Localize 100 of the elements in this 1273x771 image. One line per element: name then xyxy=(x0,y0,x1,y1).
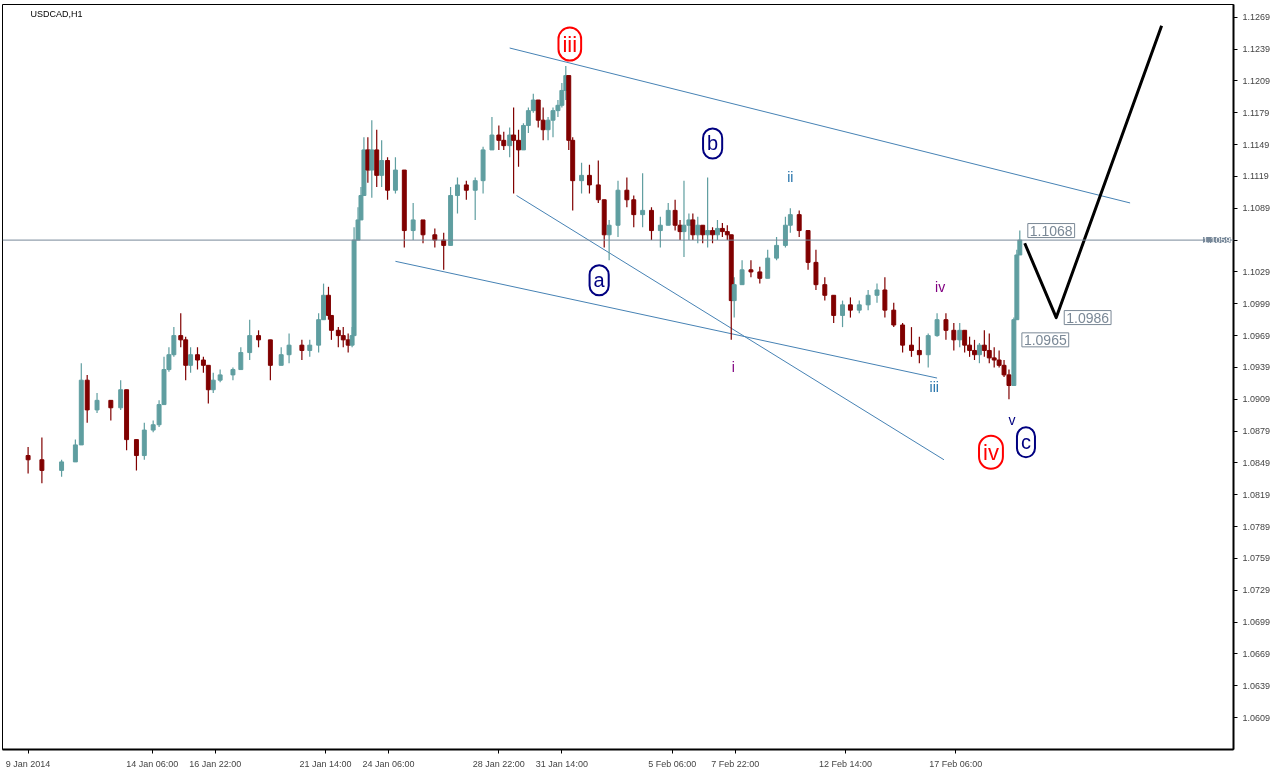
candlestick xyxy=(715,219,720,241)
y-tick-label: 1.0759 xyxy=(1242,553,1271,564)
candlestick xyxy=(925,332,931,369)
x-tick-label: 21 Jan 14:00 xyxy=(299,758,352,769)
candlestick xyxy=(976,342,982,364)
annotation: iv xyxy=(935,279,946,296)
candlestick xyxy=(410,202,416,241)
x-tick-label: 12 Feb 14:00 xyxy=(818,758,873,769)
candlestick xyxy=(278,346,284,366)
candlestick xyxy=(238,346,244,371)
candlestick xyxy=(94,392,100,414)
y-tick-label: 1.1179 xyxy=(1242,107,1270,118)
y-tick-label: 1.0699 xyxy=(1242,617,1271,628)
candlestick xyxy=(882,276,888,319)
annotation: 1.1068 xyxy=(1029,222,1073,239)
annotation: ii xyxy=(787,169,794,186)
x-tick-label: 28 Jan 22:00 xyxy=(472,758,525,769)
candlestick xyxy=(681,180,687,258)
candlestick xyxy=(624,176,630,208)
candlestick xyxy=(118,379,124,411)
candlestick xyxy=(796,209,802,238)
annotation: c xyxy=(1020,431,1031,454)
candlestick xyxy=(133,439,139,471)
candlestick xyxy=(579,162,585,194)
candlestick xyxy=(472,176,478,221)
candlestick xyxy=(665,202,671,226)
candlestick xyxy=(831,294,837,324)
y-tick-label: 1.0609 xyxy=(1242,712,1271,723)
candlestick xyxy=(379,139,385,188)
candlestick xyxy=(39,436,45,484)
y-tick-label: 1.0879 xyxy=(1242,426,1271,437)
y-tick-label: 1.1029 xyxy=(1242,266,1271,277)
candlestick xyxy=(840,299,845,328)
candlestick xyxy=(822,276,828,302)
candlestick xyxy=(739,259,745,286)
ref-line-label: 1.1059 xyxy=(1202,235,1231,246)
x-tick-label: 31 Jan 14:00 xyxy=(535,758,588,769)
candlestick xyxy=(25,446,31,475)
candlestick xyxy=(507,127,513,158)
candlestick xyxy=(392,156,398,194)
candlestick xyxy=(957,322,963,348)
annotation: 1.0986 xyxy=(1066,309,1110,326)
candlestick xyxy=(891,302,897,328)
y-tick-label: 1.0849 xyxy=(1242,457,1271,468)
y-tick-label: 1.0819 xyxy=(1242,489,1271,500)
candlestick xyxy=(951,322,957,352)
candlestick xyxy=(489,116,495,151)
candlestick xyxy=(934,312,940,338)
candlestick xyxy=(463,180,469,201)
annotation: iii xyxy=(562,31,578,57)
candlestick xyxy=(865,289,871,311)
candlestick xyxy=(690,212,696,241)
x-tick-label: 5 Feb 06:00 xyxy=(648,758,697,769)
candlestick xyxy=(700,224,706,244)
candlestick xyxy=(962,329,968,354)
candlestick xyxy=(420,219,426,244)
y-tick-label: 1.1239 xyxy=(1242,44,1271,55)
candlestick xyxy=(943,312,949,341)
candlestick xyxy=(108,399,114,422)
y-tick-label: 1.0669 xyxy=(1242,648,1271,659)
y-tick-label: 1.1209 xyxy=(1242,75,1271,86)
candlestick xyxy=(606,219,612,261)
y-tick-label: 1.1089 xyxy=(1242,203,1271,214)
x-tick-label: 14 Jan 06:00 xyxy=(126,758,179,769)
y-tick-label: 1.1119 xyxy=(1242,171,1269,182)
candlestick xyxy=(657,216,663,249)
y-tick-label: 1.0939 xyxy=(1242,362,1271,373)
candlestick xyxy=(813,249,819,291)
y-tick-label: 1.1149 xyxy=(1242,139,1270,150)
candlestick xyxy=(188,346,194,374)
y-tick-label: 1.0789 xyxy=(1242,521,1271,532)
annotation: 1.0965 xyxy=(1023,331,1067,348)
candlestick xyxy=(695,216,701,244)
candlestick xyxy=(649,206,654,241)
candlestick xyxy=(340,326,346,348)
candlestick xyxy=(535,99,541,129)
y-tick-label: 1.0729 xyxy=(1242,585,1271,596)
candlestick xyxy=(731,276,737,319)
candlestick xyxy=(369,119,375,199)
x-tick-label: 9 Jan 2014 xyxy=(5,758,51,769)
candlestick xyxy=(299,339,305,361)
annotation: iv xyxy=(983,439,999,465)
candlestick xyxy=(247,319,253,361)
candlestick xyxy=(748,259,754,278)
annotation: a xyxy=(593,269,606,292)
candlestick xyxy=(286,332,292,364)
annotation: i xyxy=(731,358,735,375)
candlestick xyxy=(765,249,771,279)
y-tick-label: 1.1269 xyxy=(1242,12,1271,23)
y-tick-label: 1.0969 xyxy=(1242,330,1271,341)
annotation: b xyxy=(707,132,719,155)
candlestick xyxy=(210,372,216,394)
candlestick xyxy=(705,176,711,249)
chart-title: USDCAD,H1 xyxy=(30,8,83,19)
x-tick-label: 7 Feb 22:00 xyxy=(711,758,760,769)
candlestick xyxy=(455,176,460,215)
x-tick-label: 17 Feb 06:00 xyxy=(929,758,983,769)
candlestick xyxy=(631,194,637,228)
candlestick xyxy=(900,322,906,354)
candlestick xyxy=(496,124,502,151)
